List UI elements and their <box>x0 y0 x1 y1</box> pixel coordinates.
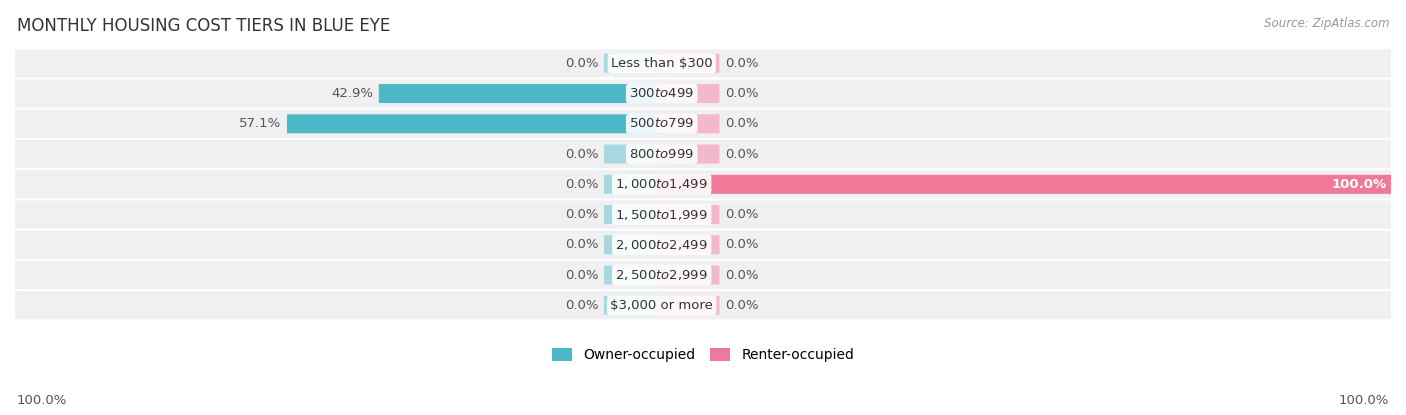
FancyBboxPatch shape <box>657 175 1396 194</box>
FancyBboxPatch shape <box>15 110 1391 138</box>
FancyBboxPatch shape <box>287 114 668 133</box>
FancyBboxPatch shape <box>657 114 720 133</box>
Text: $3,000 or more: $3,000 or more <box>610 299 713 312</box>
FancyBboxPatch shape <box>605 235 668 254</box>
FancyBboxPatch shape <box>605 144 668 164</box>
Text: 0.0%: 0.0% <box>565 208 599 221</box>
FancyBboxPatch shape <box>657 266 720 285</box>
Text: 100.0%: 100.0% <box>17 394 67 407</box>
Text: 100.0%: 100.0% <box>1339 394 1389 407</box>
Text: $1,500 to $1,999: $1,500 to $1,999 <box>616 208 709 222</box>
Text: 0.0%: 0.0% <box>565 178 599 191</box>
Text: Less than $300: Less than $300 <box>612 57 713 70</box>
FancyBboxPatch shape <box>15 291 1391 319</box>
Text: MONTHLY HOUSING COST TIERS IN BLUE EYE: MONTHLY HOUSING COST TIERS IN BLUE EYE <box>17 17 389 34</box>
Text: 0.0%: 0.0% <box>725 208 758 221</box>
FancyBboxPatch shape <box>657 205 720 224</box>
Text: 0.0%: 0.0% <box>725 148 758 161</box>
Text: 42.9%: 42.9% <box>332 87 373 100</box>
FancyBboxPatch shape <box>657 84 720 103</box>
Text: 0.0%: 0.0% <box>565 238 599 251</box>
FancyBboxPatch shape <box>657 144 720 164</box>
Text: 0.0%: 0.0% <box>725 117 758 130</box>
Text: 0.0%: 0.0% <box>725 238 758 251</box>
FancyBboxPatch shape <box>657 54 720 73</box>
Text: $1,000 to $1,499: $1,000 to $1,499 <box>616 177 709 191</box>
Legend: Owner-occupied, Renter-occupied: Owner-occupied, Renter-occupied <box>551 349 855 362</box>
Text: Source: ZipAtlas.com: Source: ZipAtlas.com <box>1264 17 1389 29</box>
Text: 0.0%: 0.0% <box>725 87 758 100</box>
FancyBboxPatch shape <box>15 49 1391 77</box>
FancyBboxPatch shape <box>605 54 668 73</box>
FancyBboxPatch shape <box>15 140 1391 168</box>
Text: $500 to $799: $500 to $799 <box>630 117 695 130</box>
FancyBboxPatch shape <box>15 261 1391 289</box>
FancyBboxPatch shape <box>605 266 668 285</box>
Text: 0.0%: 0.0% <box>725 57 758 70</box>
Text: $2,000 to $2,499: $2,000 to $2,499 <box>616 238 709 252</box>
FancyBboxPatch shape <box>657 235 720 254</box>
FancyBboxPatch shape <box>15 80 1391 107</box>
Text: 57.1%: 57.1% <box>239 117 281 130</box>
Text: 0.0%: 0.0% <box>565 299 599 312</box>
Text: $2,500 to $2,999: $2,500 to $2,999 <box>616 268 709 282</box>
Text: 0.0%: 0.0% <box>565 57 599 70</box>
FancyBboxPatch shape <box>605 175 668 194</box>
Text: 100.0%: 100.0% <box>1331 178 1386 191</box>
FancyBboxPatch shape <box>605 296 668 315</box>
Text: $800 to $999: $800 to $999 <box>630 148 695 161</box>
Text: 0.0%: 0.0% <box>565 148 599 161</box>
Text: 0.0%: 0.0% <box>725 299 758 312</box>
FancyBboxPatch shape <box>15 170 1391 198</box>
Text: $300 to $499: $300 to $499 <box>630 87 695 100</box>
FancyBboxPatch shape <box>605 205 668 224</box>
FancyBboxPatch shape <box>15 231 1391 259</box>
Text: 0.0%: 0.0% <box>565 269 599 281</box>
Text: 0.0%: 0.0% <box>725 269 758 281</box>
FancyBboxPatch shape <box>15 200 1391 229</box>
FancyBboxPatch shape <box>657 296 720 315</box>
FancyBboxPatch shape <box>378 84 668 103</box>
